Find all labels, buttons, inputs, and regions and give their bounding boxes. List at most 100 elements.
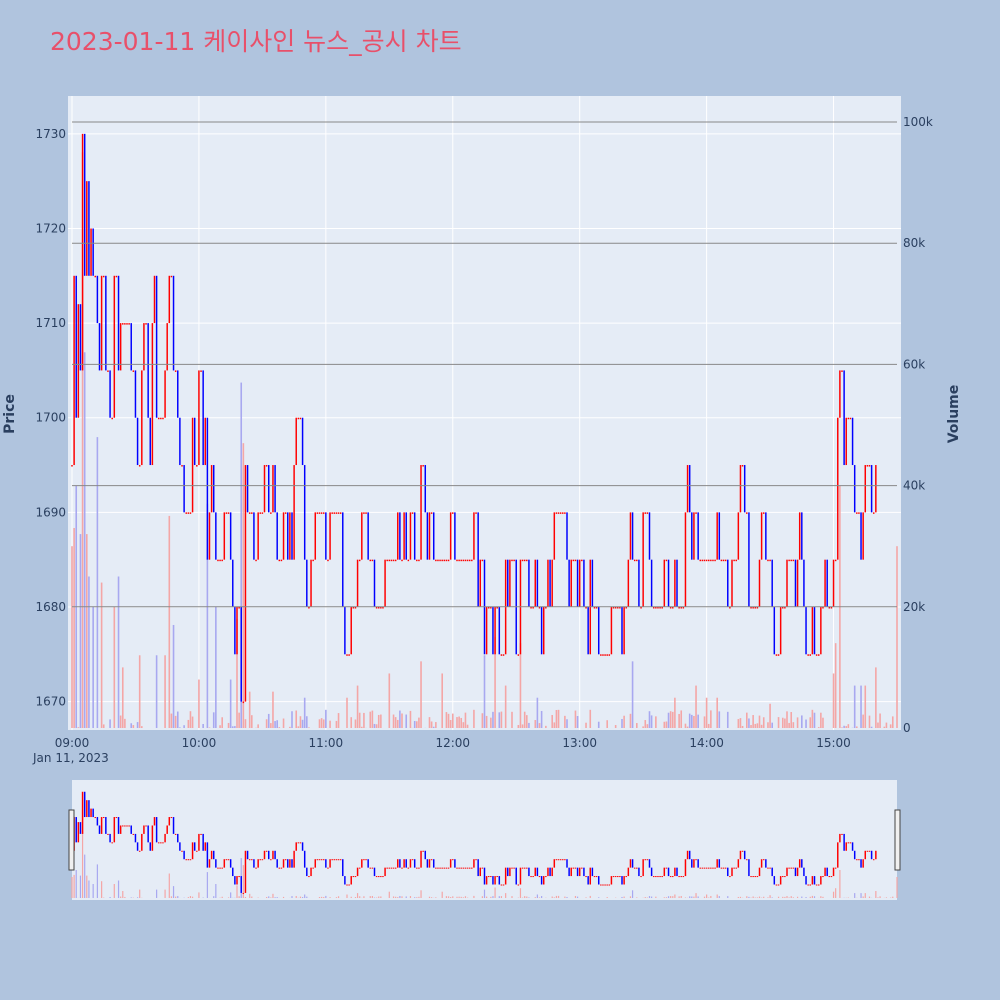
slider-candle xyxy=(168,817,171,826)
volume-bar xyxy=(545,725,547,728)
candle xyxy=(242,701,245,704)
candle xyxy=(623,606,625,655)
volume-bar xyxy=(176,711,179,728)
slider-candle xyxy=(164,833,166,843)
candlesticks[interactable] xyxy=(71,133,877,704)
candle xyxy=(676,559,678,607)
candle xyxy=(229,512,232,560)
volume-bar xyxy=(86,534,88,728)
slider-candle xyxy=(707,867,710,869)
volume-bar xyxy=(306,716,308,728)
candle xyxy=(777,654,780,656)
candle xyxy=(629,512,632,560)
range-slider-left-handle[interactable] xyxy=(68,809,75,871)
candle xyxy=(828,606,831,609)
slider-volume-bar xyxy=(598,897,600,898)
volume-bar xyxy=(394,717,397,728)
slider-candle xyxy=(397,859,399,868)
candle xyxy=(513,559,515,562)
slider-volume-bar xyxy=(564,896,566,898)
slider-candle xyxy=(272,850,274,860)
slider-candle xyxy=(581,867,583,869)
volume-bar xyxy=(718,711,721,728)
candle xyxy=(858,512,860,514)
slider-volume-bar xyxy=(674,894,676,898)
candle xyxy=(270,512,272,514)
volume-bar xyxy=(737,719,740,728)
candle xyxy=(435,559,437,562)
slider-candle xyxy=(134,833,137,843)
time-tick-label: 10:00 xyxy=(182,736,217,750)
slider-candle xyxy=(557,859,560,861)
volume-bar xyxy=(272,691,274,728)
candle xyxy=(672,606,674,609)
slider-candle xyxy=(435,867,437,869)
candle xyxy=(526,559,528,562)
slider-candle xyxy=(339,859,342,861)
candle xyxy=(232,559,234,607)
candle xyxy=(830,606,833,609)
candle xyxy=(111,417,113,420)
slider-volume-bar xyxy=(329,897,331,898)
slider-candle xyxy=(631,859,634,868)
candle xyxy=(424,465,427,513)
slider-candle xyxy=(735,867,737,869)
candle xyxy=(549,559,551,607)
volume-bar xyxy=(174,715,177,728)
candle xyxy=(86,181,88,276)
candle xyxy=(722,559,725,562)
slider-volume-bar xyxy=(337,896,340,898)
slider-candle xyxy=(267,850,270,860)
slider-candle xyxy=(449,859,452,868)
candle xyxy=(562,512,564,514)
slider-candle xyxy=(255,867,257,869)
candle xyxy=(809,654,812,656)
slider-volume-bar xyxy=(718,896,720,898)
volume-bar xyxy=(399,710,401,728)
volume-bar xyxy=(441,673,443,728)
slider-candle xyxy=(424,850,427,860)
slider-volume-bar xyxy=(230,892,232,898)
volume-bar xyxy=(420,661,422,728)
candle xyxy=(655,606,657,609)
volume-bar xyxy=(678,713,680,728)
volume-bar xyxy=(642,726,644,728)
candle xyxy=(760,512,763,560)
candle xyxy=(473,512,475,560)
slider-candle xyxy=(528,867,530,877)
candle xyxy=(426,512,429,560)
candle xyxy=(621,606,623,655)
candle xyxy=(248,512,251,514)
volume-bar xyxy=(786,711,788,728)
slider-candle xyxy=(686,850,689,860)
range-slider-right-handle[interactable] xyxy=(894,809,901,871)
slider-volume-bar xyxy=(505,893,507,898)
candle xyxy=(132,370,135,372)
slider-candle xyxy=(191,842,194,860)
slider-volume-bar xyxy=(896,877,898,898)
volume-bar xyxy=(790,712,793,728)
candle xyxy=(468,559,471,562)
slider-candle xyxy=(674,867,676,877)
slider-candle xyxy=(748,859,750,877)
volume-bar xyxy=(820,712,822,728)
slider-volume-bar xyxy=(187,897,189,898)
candle xyxy=(90,228,92,276)
volume-bar xyxy=(490,717,492,728)
volume-bar xyxy=(449,720,452,728)
slider-volume-bar xyxy=(335,897,338,898)
slider-candle xyxy=(234,876,236,885)
volume-bar xyxy=(703,716,706,728)
candle xyxy=(555,512,558,514)
candle xyxy=(257,512,259,560)
slider-candle xyxy=(851,842,854,851)
slider-candle xyxy=(409,859,412,868)
volume-bar xyxy=(684,723,687,728)
slider-volume-bar xyxy=(862,896,864,898)
slider-volume-bar xyxy=(101,881,103,898)
candle xyxy=(289,512,291,560)
slider-candle xyxy=(265,850,268,852)
slider-candle xyxy=(805,876,807,885)
slider-candle xyxy=(870,850,873,860)
candle xyxy=(693,512,695,560)
